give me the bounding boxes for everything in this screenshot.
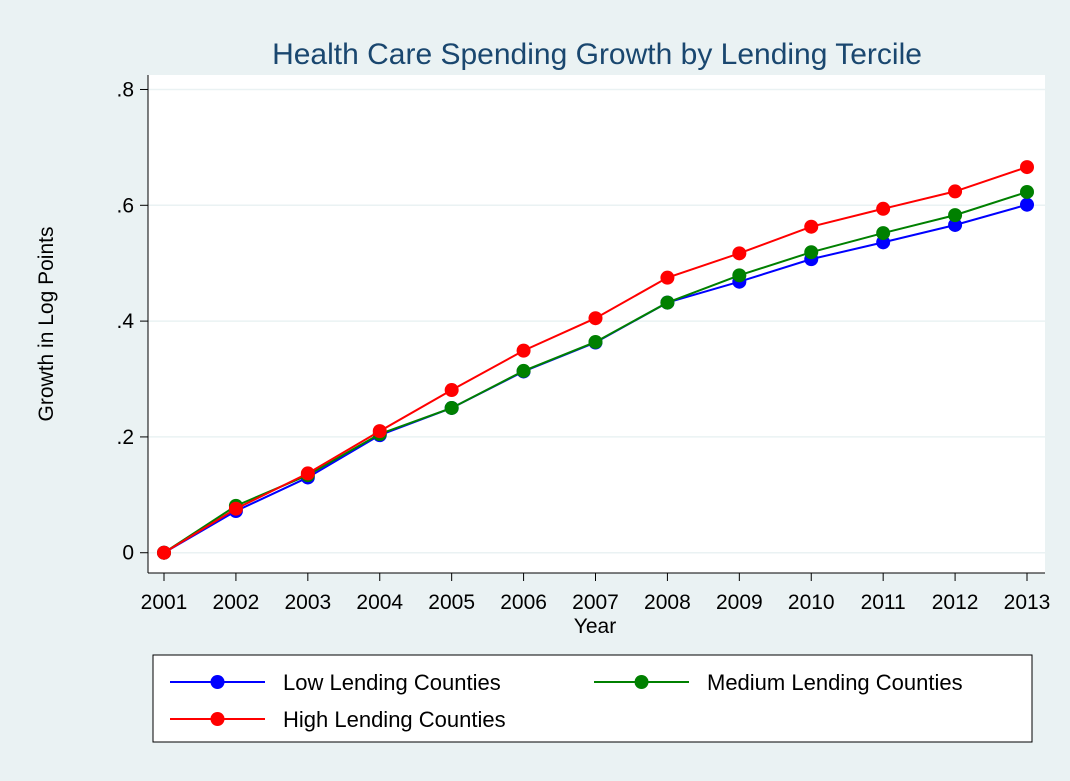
data-point-high xyxy=(804,219,819,234)
legend-label-medium: Medium Lending Counties xyxy=(707,670,963,695)
data-point-high xyxy=(228,501,243,516)
data-point-low xyxy=(1020,197,1034,212)
data-point-high xyxy=(948,184,963,199)
x-tick-label: 2008 xyxy=(644,591,691,614)
y-tick-label: .4 xyxy=(116,310,134,333)
data-point-high xyxy=(157,545,171,560)
data-point-high xyxy=(516,343,531,358)
data-point-medium xyxy=(588,334,603,349)
y-tick-label: .6 xyxy=(116,194,134,217)
data-point-high xyxy=(660,270,675,285)
legend-label-high: High Lending Counties xyxy=(283,707,506,732)
y-tick-label: 0 xyxy=(122,542,134,565)
x-tick-label: 2002 xyxy=(213,591,260,614)
x-tick-label: 2013 xyxy=(1004,591,1051,614)
y-axis-title: Growth in Log Points xyxy=(35,227,58,422)
data-point-low xyxy=(948,217,963,232)
legend: Low Lending Counties Medium Lending Count… xyxy=(170,670,963,732)
data-point-high xyxy=(372,424,387,439)
x-tick-label: 2006 xyxy=(500,591,547,614)
data-point-medium xyxy=(876,226,891,241)
x-tick-label: 2001 xyxy=(141,591,188,614)
x-tick-label: 2010 xyxy=(788,591,835,614)
data-point-high xyxy=(732,246,747,261)
data-point-medium xyxy=(516,363,531,378)
legend-box xyxy=(152,654,1033,743)
data-point-medium xyxy=(444,400,459,415)
data-point-medium xyxy=(804,245,819,260)
y-ticks: 0 .2 .4 .6 .8 xyxy=(116,78,148,565)
series-lines xyxy=(157,160,1034,560)
x-tick-label: 2011 xyxy=(861,591,906,614)
data-point-high xyxy=(300,466,315,481)
legend-label-low: Low Lending Counties xyxy=(283,670,501,695)
y-tick-label: .8 xyxy=(116,78,134,101)
data-point-medium xyxy=(1020,184,1034,199)
legend-marker-low xyxy=(210,675,225,689)
x-ticks: 2001 2002 2003 2004 2005 2006 2007 2008 2009 2010… xyxy=(141,573,1051,614)
data-point-medium xyxy=(732,268,747,283)
x-tick-label: 2004 xyxy=(356,591,403,614)
data-point-high xyxy=(588,311,603,326)
x-tick-label: 2005 xyxy=(428,591,475,614)
x-tick-label: 2009 xyxy=(716,591,763,614)
data-point-high xyxy=(444,383,459,398)
x-axis-title: Year xyxy=(574,615,616,638)
data-point-medium xyxy=(948,208,963,223)
legend-marker-high xyxy=(210,712,225,726)
data-point-high xyxy=(1020,160,1034,175)
data-point-high xyxy=(876,201,891,216)
y-tick-label: .2 xyxy=(116,426,134,449)
legend-marker-medium xyxy=(634,675,649,689)
x-tick-label: 2007 xyxy=(572,591,619,614)
data-point-medium xyxy=(660,295,675,310)
x-tick-label: 2003 xyxy=(284,591,331,614)
x-tick-label: 2012 xyxy=(932,591,979,614)
chart-title: Health Care Spending Growth by Lending T… xyxy=(272,38,922,71)
